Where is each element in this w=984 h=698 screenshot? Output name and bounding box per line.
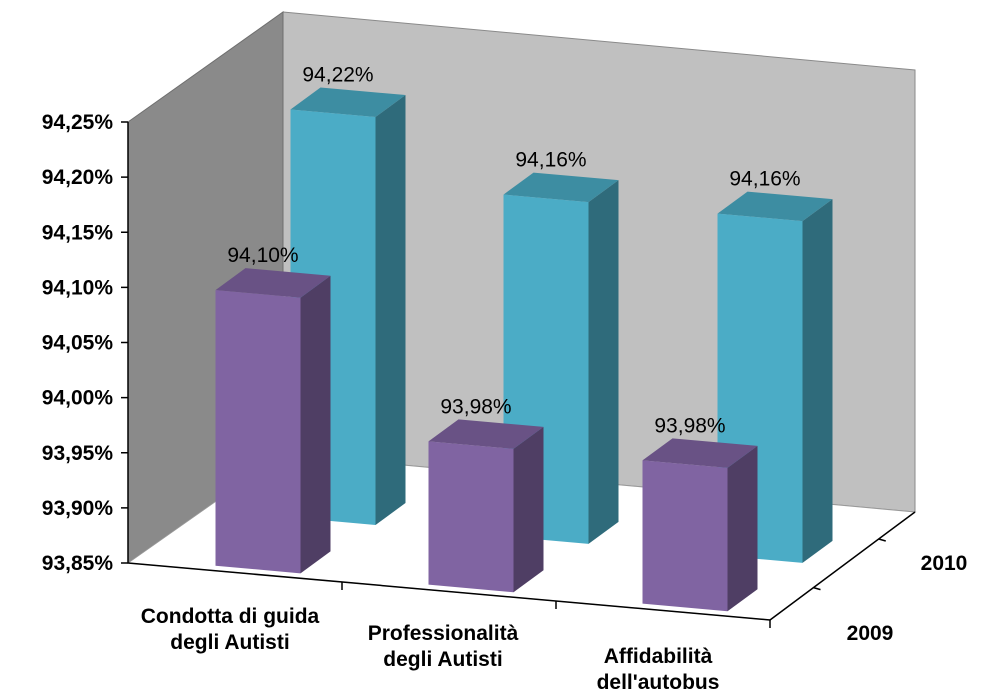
depth-axis-line	[769, 511, 916, 621]
y-tick-label: 94,20%	[42, 166, 114, 189]
bar-2009-1	[215, 268, 331, 574]
depth-tick-mark	[813, 586, 821, 591]
data-label-2010-2: 94,16%	[515, 149, 586, 172]
data-label-2009-1: 94,10%	[227, 244, 298, 267]
y-tick-label: 94,05%	[42, 332, 114, 355]
data-label-2010-3: 94,16%	[729, 168, 800, 191]
data-label-2009-2: 93,98%	[440, 395, 511, 418]
y-tick-label: 94,15%	[42, 221, 114, 244]
x-axis-line	[127, 562, 771, 621]
y-tick-label: 94,10%	[42, 276, 114, 299]
bar-2009-2	[428, 419, 544, 593]
depth-tick-mark	[878, 538, 886, 542]
y-tick-label: 93,90%	[42, 497, 114, 520]
x-tick-label: Professionalità degli Autisti	[368, 622, 519, 671]
series-axis-label-2009: 2009	[847, 622, 894, 645]
y-tick-label: 94,25%	[42, 111, 114, 134]
x-tick-label: Condotta di guida degli Autisti	[141, 605, 320, 654]
y-tick-label: 93,85%	[42, 552, 114, 575]
x-tick-label: Affidabilità dell'autobus	[597, 645, 720, 694]
series-axis-label-2010: 2010	[921, 552, 968, 575]
data-label-2010-1: 94,22%	[302, 64, 373, 87]
y-tick-label: 94,00%	[42, 387, 114, 410]
bar-2009-3	[642, 438, 758, 612]
data-label-2009-3: 93,98%	[654, 414, 725, 437]
y-tick-label: 93,95%	[42, 442, 114, 465]
